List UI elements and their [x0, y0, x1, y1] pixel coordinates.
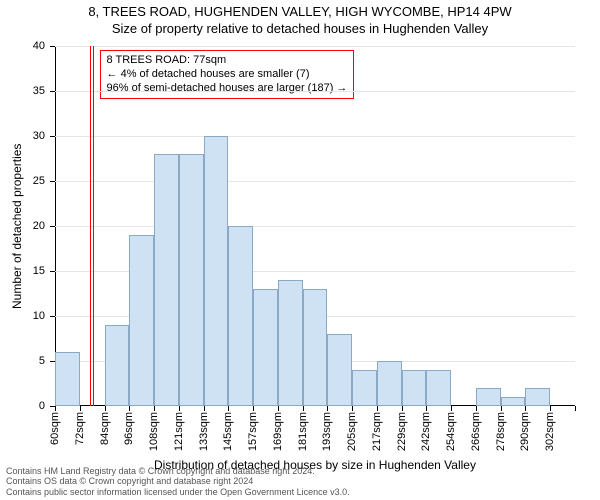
y-tick-mark [50, 271, 55, 272]
histogram-bar [476, 388, 501, 406]
grid-line [55, 91, 575, 92]
y-tick-label: 40 [33, 40, 45, 52]
chart-container: { "header": { "line1": "8, TREES ROAD, H… [0, 0, 600, 500]
x-tick-label: 242sqm [420, 412, 432, 451]
y-tick-label: 10 [33, 310, 45, 322]
x-tick-label: 193sqm [321, 412, 333, 451]
x-tick-mark [80, 406, 81, 411]
x-tick-mark [377, 406, 378, 411]
x-tick-label: 205sqm [346, 412, 358, 451]
annotation-smaller-pct: ← 4% of detached houses are smaller (7) [107, 68, 348, 82]
grid-line [55, 181, 575, 182]
y-tick-mark [50, 91, 55, 92]
histogram-bar [55, 352, 80, 406]
x-tick-mark [55, 406, 56, 411]
histogram-bar [129, 235, 154, 406]
y-tick-label: 15 [33, 265, 45, 277]
histogram-bar [501, 397, 526, 406]
y-tick-mark [50, 226, 55, 227]
x-tick-label: 302sqm [544, 412, 556, 451]
histogram-bar [426, 370, 451, 406]
x-tick-mark [476, 406, 477, 411]
grid-line [55, 46, 575, 47]
x-tick-mark [129, 406, 130, 411]
grid-line [55, 136, 575, 137]
x-tick-label: 181sqm [297, 412, 309, 451]
x-tick-label: 84sqm [99, 412, 111, 445]
property-marker-line [90, 46, 91, 406]
histogram-bar [327, 334, 352, 406]
x-tick-mark [575, 406, 576, 411]
page-address-title: 8, TREES ROAD, HUGHENDEN VALLEY, HIGH WY… [0, 0, 600, 21]
histogram-bar [377, 361, 402, 406]
histogram-bar [105, 325, 130, 406]
x-tick-label: 266sqm [470, 412, 482, 451]
histogram-bar [179, 154, 204, 406]
x-tick-mark [105, 406, 106, 411]
annotation-larger-pct: 96% of semi-detached houses are larger (… [107, 82, 348, 96]
grid-line [55, 226, 575, 227]
x-tick-mark [550, 406, 551, 411]
histogram-bar [154, 154, 179, 406]
x-tick-label: 169sqm [272, 412, 284, 451]
histogram-bar [278, 280, 303, 406]
y-tick-label: 25 [33, 175, 45, 187]
x-tick-label: 254sqm [445, 412, 457, 451]
x-tick-mark [253, 406, 254, 411]
footer-line-2: Contains OS data © Crown copyright and d… [6, 476, 350, 487]
x-tick-label: 278sqm [495, 412, 507, 451]
x-tick-label: 121sqm [173, 412, 185, 451]
x-tick-mark [228, 406, 229, 411]
x-tick-mark [402, 406, 403, 411]
annotation-property-size: 8 TREES ROAD: 77sqm [107, 54, 348, 68]
x-tick-mark [303, 406, 304, 411]
x-tick-label: 96sqm [123, 412, 135, 445]
x-tick-mark [426, 406, 427, 411]
x-tick-label: 72sqm [74, 412, 86, 445]
histogram-bar [303, 289, 328, 406]
x-tick-label: 133sqm [198, 412, 210, 451]
x-tick-label: 290sqm [519, 412, 531, 451]
histogram-bar [525, 388, 550, 406]
y-tick-label: 0 [39, 400, 45, 412]
x-tick-mark [204, 406, 205, 411]
histogram-bar [204, 136, 229, 406]
x-tick-mark [352, 406, 353, 411]
x-tick-mark [154, 406, 155, 411]
histogram-bar [228, 226, 253, 406]
y-tick-mark [50, 46, 55, 47]
x-tick-label: 60sqm [49, 412, 61, 445]
x-tick-mark [451, 406, 452, 411]
x-tick-mark [179, 406, 180, 411]
y-tick-label: 35 [33, 85, 45, 97]
footer-line-3: Contains public sector information licen… [6, 487, 350, 498]
x-tick-mark [278, 406, 279, 411]
footer-line-1: Contains HM Land Registry data © Crown c… [6, 466, 350, 477]
x-tick-label: 108sqm [148, 412, 160, 451]
property-marker-line [93, 46, 94, 406]
attribution-footer: Contains HM Land Registry data © Crown c… [6, 466, 350, 498]
y-tick-mark [50, 316, 55, 317]
x-tick-label: 145sqm [222, 412, 234, 451]
y-tick-mark [50, 136, 55, 137]
x-tick-mark [525, 406, 526, 411]
y-tick-mark [50, 181, 55, 182]
page-subtitle: Size of property relative to detached ho… [0, 21, 600, 38]
y-tick-label: 20 [33, 220, 45, 232]
x-tick-label: 157sqm [247, 412, 259, 451]
x-tick-mark [327, 406, 328, 411]
y-tick-label: 30 [33, 130, 45, 142]
plot-area: 8 TREES ROAD: 77sqm ← 4% of detached hou… [55, 46, 575, 406]
histogram-bar [352, 370, 377, 406]
histogram-bar [253, 289, 278, 406]
histogram-bar [402, 370, 427, 406]
x-tick-label: 229sqm [396, 412, 408, 451]
y-axis-label: Number of detached properties [10, 46, 24, 406]
x-tick-mark [501, 406, 502, 411]
x-tick-label: 217sqm [371, 412, 383, 451]
y-tick-label: 5 [39, 355, 45, 367]
